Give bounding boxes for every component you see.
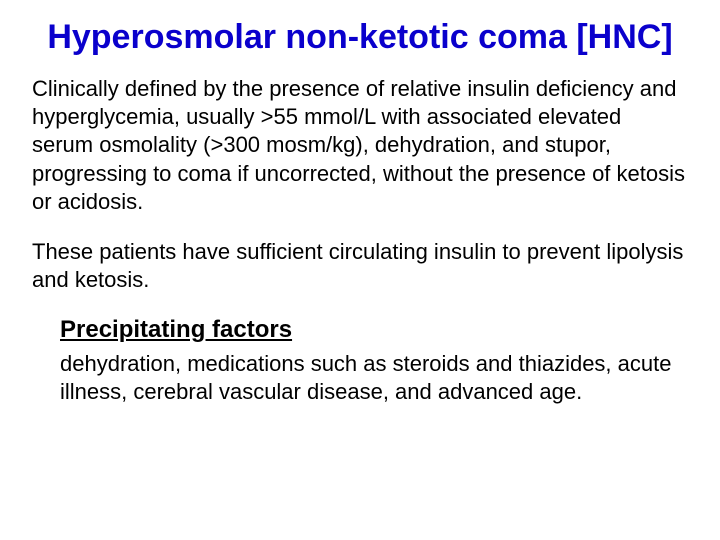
- precipitating-block: Precipitating factors dehydration, medic…: [32, 316, 688, 406]
- precipitating-paragraph: dehydration, medications such as steroid…: [60, 350, 688, 406]
- slide: Hyperosmolar non-ketotic coma [HNC] Clin…: [0, 0, 720, 540]
- precipitating-subheading: Precipitating factors: [60, 316, 688, 344]
- definition-paragraph: Clinically defined by the presence of re…: [32, 75, 688, 216]
- insulin-paragraph: These patients have sufficient circulati…: [32, 238, 688, 294]
- slide-title: Hyperosmolar non-ketotic coma [HNC]: [32, 18, 688, 57]
